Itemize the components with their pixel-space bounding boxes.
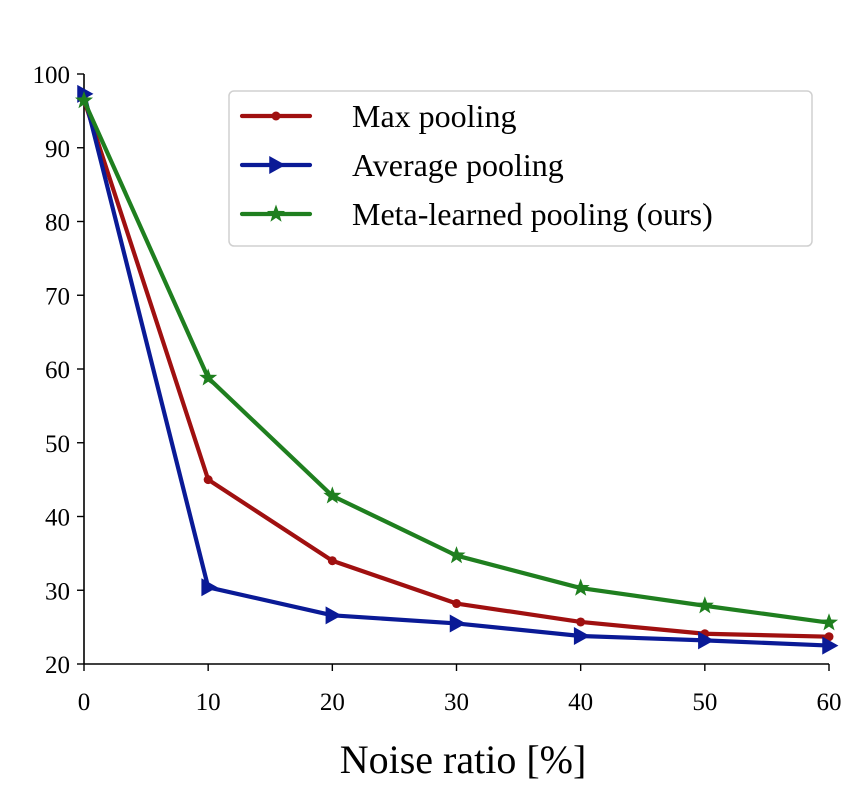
legend-entry: Meta-learned pooling (ours) bbox=[239, 196, 713, 232]
data-point bbox=[452, 599, 461, 609]
y-tick-label: 30 bbox=[45, 578, 70, 605]
y-tick-label: 80 bbox=[45, 210, 70, 237]
data-point bbox=[819, 613, 839, 631]
data-point bbox=[824, 632, 834, 642]
data-point bbox=[571, 578, 590, 596]
data-point bbox=[199, 368, 218, 386]
series-1 bbox=[79, 95, 834, 642]
legend-marker bbox=[269, 156, 286, 174]
legend-entry: Max pooling bbox=[239, 98, 516, 134]
y-tick-label: 70 bbox=[45, 283, 70, 310]
x-tick-label: 40 bbox=[568, 689, 593, 716]
data-point bbox=[449, 614, 466, 633]
y-tick-label: 90 bbox=[45, 136, 70, 163]
series bbox=[74, 84, 839, 655]
legend-marker bbox=[271, 111, 281, 121]
data-point bbox=[698, 631, 715, 650]
legend-label: Meta-learned pooling (ours) bbox=[352, 196, 713, 232]
y-tick-label: 60 bbox=[45, 357, 70, 384]
data-point bbox=[203, 475, 213, 485]
legend-entry: Average pooling bbox=[239, 147, 564, 183]
data-point bbox=[576, 617, 586, 627]
data-point bbox=[327, 556, 337, 566]
legend-label: Max pooling bbox=[352, 98, 516, 134]
data-point bbox=[74, 91, 94, 109]
y-tick-label: 40 bbox=[45, 505, 70, 532]
y-tick-label: 50 bbox=[45, 431, 70, 458]
ticks: 0 10 20 30 40 50 60 20 30 40 50 60 70 80 90 100 bbox=[33, 62, 842, 716]
legend: Max pooling Average pooling Meta-learned p… bbox=[228, 90, 813, 247]
data-point bbox=[822, 636, 839, 655]
x-axis-title: Noise ratio [%] bbox=[340, 737, 587, 782]
data-point bbox=[695, 596, 714, 614]
series-3 bbox=[74, 91, 839, 631]
x-tick-label: 50 bbox=[692, 689, 717, 716]
y-tick-label: 100 bbox=[33, 62, 71, 89]
legend-entries: Max pooling Average pooling Meta-learned p… bbox=[239, 98, 713, 232]
x-tick-label: 0 bbox=[78, 689, 91, 716]
legend-marker bbox=[266, 204, 286, 222]
x-tick-label: 30 bbox=[444, 689, 469, 716]
legend-frame bbox=[228, 90, 813, 247]
data-point bbox=[201, 578, 218, 597]
x-tick-label: 60 bbox=[817, 689, 842, 716]
x-tick-label: 20 bbox=[320, 689, 345, 716]
data-point bbox=[325, 606, 342, 625]
data-point bbox=[323, 486, 342, 504]
data-point bbox=[447, 546, 466, 564]
x-tick-label: 10 bbox=[196, 689, 221, 716]
y-tick-label: 20 bbox=[45, 652, 70, 679]
data-point bbox=[573, 626, 591, 645]
legend-label: Average pooling bbox=[352, 147, 564, 183]
